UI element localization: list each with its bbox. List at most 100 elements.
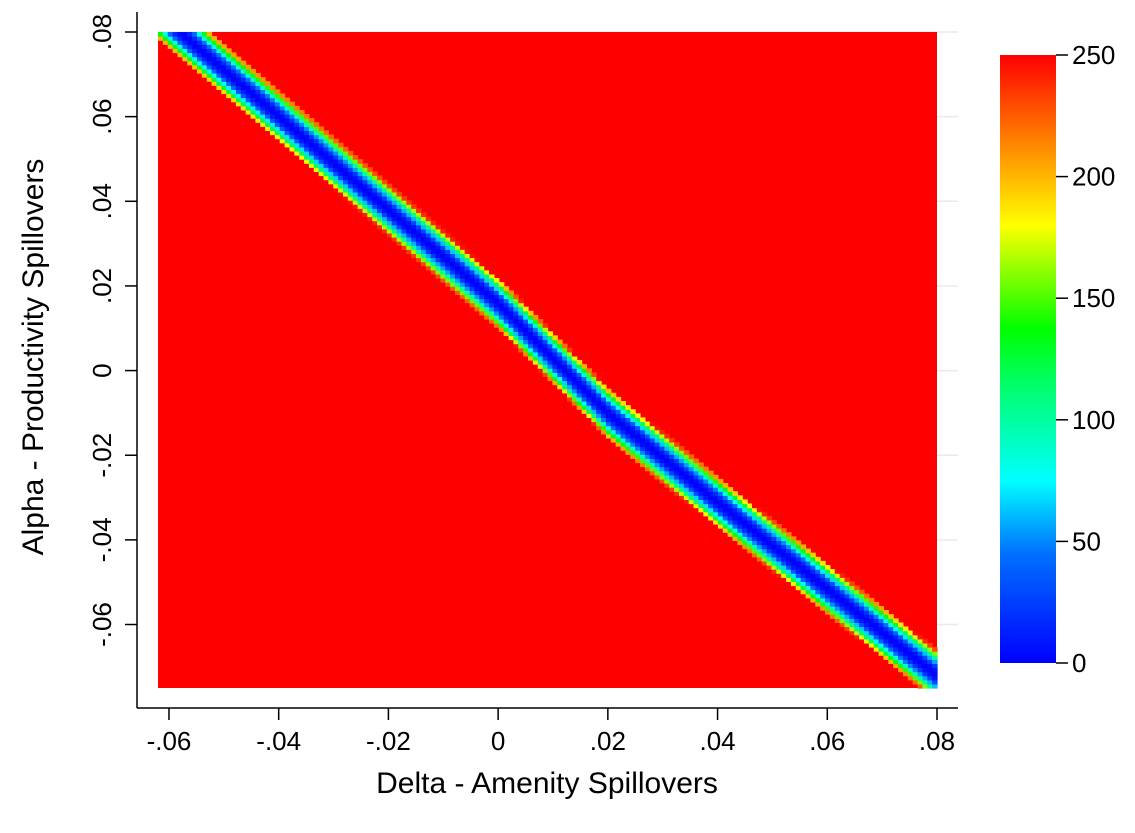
heatmap-cell: [552, 343, 558, 349]
heatmap-cell: [479, 310, 485, 316]
heatmap-cell: [834, 614, 841, 619]
heatmap-cell: [377, 183, 383, 189]
heatmap-cell: [187, 44, 193, 49]
heatmap-cell: [411, 220, 417, 226]
heatmap-cell: [747, 524, 753, 529]
heatmap-cell: [815, 560, 821, 566]
heatmap-cell: [912, 659, 919, 664]
heatmap-cell: [800, 589, 807, 595]
heatmap-cell: [839, 597, 846, 603]
heatmap-cell: [450, 245, 456, 250]
heatmap-cell: [756, 552, 763, 558]
heatmap-cell: [766, 565, 773, 570]
heatmap-cell: [927, 651, 933, 656]
heatmap-cell: [805, 556, 812, 562]
heatmap-cell: [308, 126, 315, 131]
heatmap-cell: [377, 220, 383, 226]
heatmap-cell: [454, 241, 461, 246]
heatmap-cell: [795, 540, 802, 546]
heatmap-cell: [737, 503, 743, 509]
heatmap-cell: [771, 524, 777, 529]
heatmap-cell: [328, 167, 334, 172]
heatmap-cell: [372, 216, 378, 222]
heatmap-cell: [722, 495, 729, 500]
heatmap-cell: [717, 503, 724, 509]
heatmap-cell: [786, 577, 792, 582]
heatmap-cell: [498, 314, 505, 320]
heatmap-cell: [493, 278, 500, 283]
heatmap-cell: [698, 462, 704, 468]
heatmap-cell: [678, 487, 685, 492]
heatmap-cell: [513, 339, 519, 345]
heatmap-cell: [669, 442, 675, 447]
heatmap-cell: [591, 409, 597, 414]
heatmap-cell: [810, 593, 816, 599]
heatmap-cell: [211, 52, 218, 58]
heatmap-cell: [284, 138, 291, 144]
heatmap-cell: [240, 60, 247, 66]
heatmap-cell: [318, 150, 325, 156]
heatmap-cell: [372, 179, 378, 185]
heatmap-cell: [352, 159, 359, 164]
heatmap-cell: [581, 372, 588, 377]
heatmap-cell: [372, 212, 378, 218]
heatmap-cell: [425, 265, 432, 271]
heatmap-cell: [863, 618, 870, 623]
heatmap-cell: [644, 462, 651, 468]
heatmap-cell: [669, 446, 675, 451]
heatmap-cell: [591, 384, 597, 390]
heatmap-cell: [377, 208, 383, 213]
heatmap-cell: [420, 241, 427, 246]
heatmap-cell: [245, 77, 252, 82]
heatmap-cell: [683, 458, 690, 464]
heatmap-cell: [698, 478, 704, 484]
heatmap-cell: [518, 306, 524, 312]
heatmap-cell: [683, 487, 690, 492]
heatmap-cell: [547, 360, 553, 365]
heatmap-cell: [362, 204, 368, 209]
heatmap-cell: [620, 417, 626, 423]
heatmap-cell: [547, 364, 553, 369]
heatmap-cell: [610, 421, 617, 427]
heatmap-cell: [260, 85, 266, 90]
heatmap-cell: [255, 85, 261, 90]
heatmap-cell: [810, 556, 816, 562]
heatmap-cell: [265, 85, 271, 90]
heatmap-cell: [372, 187, 378, 193]
heatmap-cell: [601, 405, 607, 410]
heatmap-cell: [235, 101, 242, 107]
heatmap-cell: [678, 470, 685, 476]
heatmap-cell: [377, 204, 383, 209]
heatmap-cell: [503, 331, 510, 336]
heatmap-cell: [381, 196, 388, 201]
heatmap-cell: [620, 401, 626, 406]
heatmap-cell: [265, 114, 271, 119]
heatmap-cell: [591, 421, 597, 427]
heatmap-cell: [445, 245, 451, 250]
heatmap-cell: [873, 610, 880, 615]
heatmap-cell: [381, 212, 388, 218]
heatmap-cell: [898, 647, 904, 652]
heatmap-cell: [235, 85, 242, 90]
heatmap-cell: [888, 638, 894, 644]
heatmap-cell: [562, 384, 568, 390]
heatmap-cell: [450, 265, 456, 271]
heatmap-cell: [469, 290, 476, 295]
heatmap-cell: [868, 634, 875, 640]
heatmap-cell: [790, 548, 797, 554]
heatmap-cell: [893, 642, 899, 648]
heatmap-cell: [820, 560, 826, 566]
heatmap-cell: [566, 347, 573, 353]
heatmap-cell: [863, 622, 870, 628]
heatmap-cell: [284, 122, 291, 127]
heatmap-cell: [391, 200, 398, 205]
heatmap-cell: [269, 130, 276, 136]
heatmap-cell: [240, 105, 247, 111]
heatmap-cell: [498, 319, 505, 324]
y-tick-label: .06: [87, 99, 117, 135]
heatmap-cell: [265, 118, 271, 123]
heatmap-cell: [722, 491, 729, 496]
heatmap-cell: [221, 77, 227, 82]
heatmap-cell: [776, 532, 782, 537]
heatmap-cell: [411, 216, 417, 222]
